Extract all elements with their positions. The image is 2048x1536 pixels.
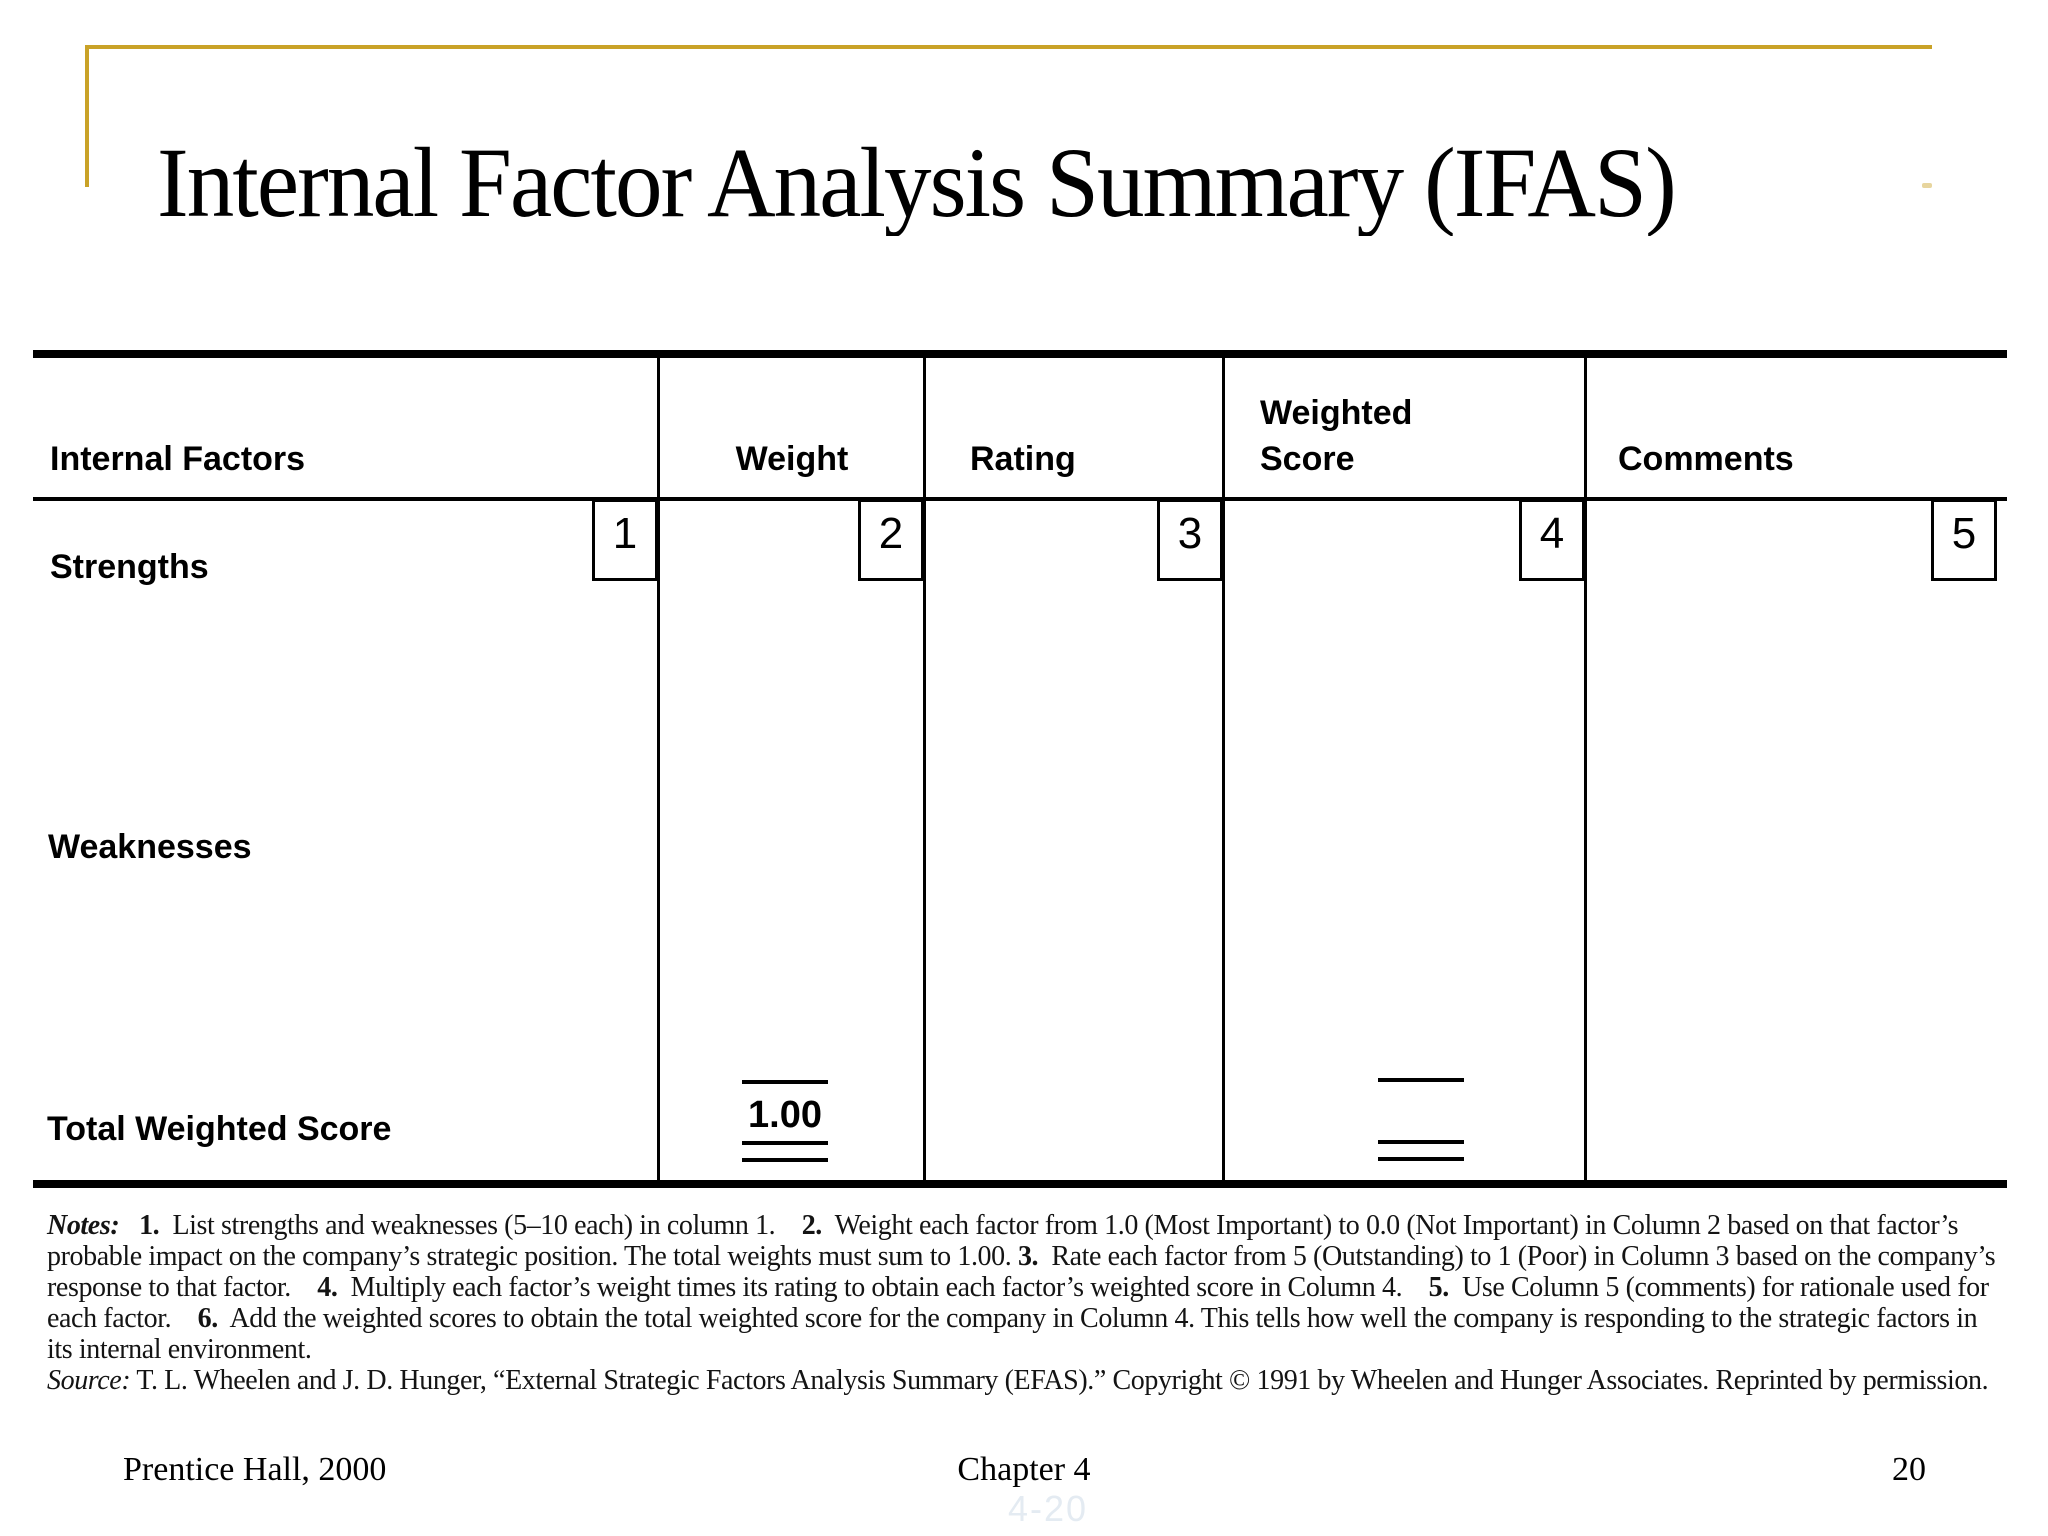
gold-accent-vertical-rule [85,45,89,187]
row-label-weaknesses: Weaknesses [48,828,252,866]
weighted-score-total-underline-1 [1378,1140,1464,1144]
column-number-box-2: 2 [858,499,924,581]
column-header-internal-factors: Internal Factors [50,440,306,478]
table-column-divider-4 [1584,358,1587,1180]
column-header-weighted-score-line2: Score [1260,440,1355,478]
gold-speck-decoration [1922,183,1932,188]
weight-total-underline-1 [742,1141,828,1145]
column-number-box-5: 5 [1931,499,1997,581]
table-column-divider-2 [923,358,926,1180]
weighted-score-total-underline-2 [1378,1157,1464,1161]
column-number-box-3: 3 [1157,499,1223,581]
footer-page-number: 20 [1892,1451,1926,1488]
column-header-rating: Rating [970,440,1076,478]
table-column-divider-1 [657,358,660,1180]
column-number-box-1: 1 [592,499,658,581]
page-title: Internal Factor Analysis Summary (IFAS) [157,130,1677,236]
slide-number-watermark: 4-20 [1008,1488,1089,1529]
notes-paragraph: Notes: 1. List strengths and weaknesses … [47,1210,2002,1396]
total-weight-value: 1.00 [748,1094,822,1136]
column-header-weighted-score-line1: Weighted [1260,394,1413,432]
table-top-border [33,350,2007,358]
row-label-strengths: Strengths [50,548,209,586]
table-column-divider-3 [1222,358,1225,1180]
weight-total-overline [742,1080,828,1084]
column-number-box-4: 4 [1519,499,1585,581]
weighted-score-total-overline [1378,1078,1464,1082]
gold-accent-horizontal-rule [85,45,1932,49]
column-header-weighted-score: Weighted Score [1260,390,1412,482]
table-header-underline [33,497,2007,501]
weight-total-underline-2 [742,1158,828,1162]
table-bottom-border [33,1180,2007,1188]
column-header-weight: Weight [735,440,849,478]
footer-chapter: Chapter 4 [957,1451,1091,1488]
column-header-comments: Comments [1618,440,1794,478]
row-label-total-weighted-score: Total Weighted Score [47,1110,392,1148]
footer-publisher: Prentice Hall, 2000 [123,1451,387,1488]
